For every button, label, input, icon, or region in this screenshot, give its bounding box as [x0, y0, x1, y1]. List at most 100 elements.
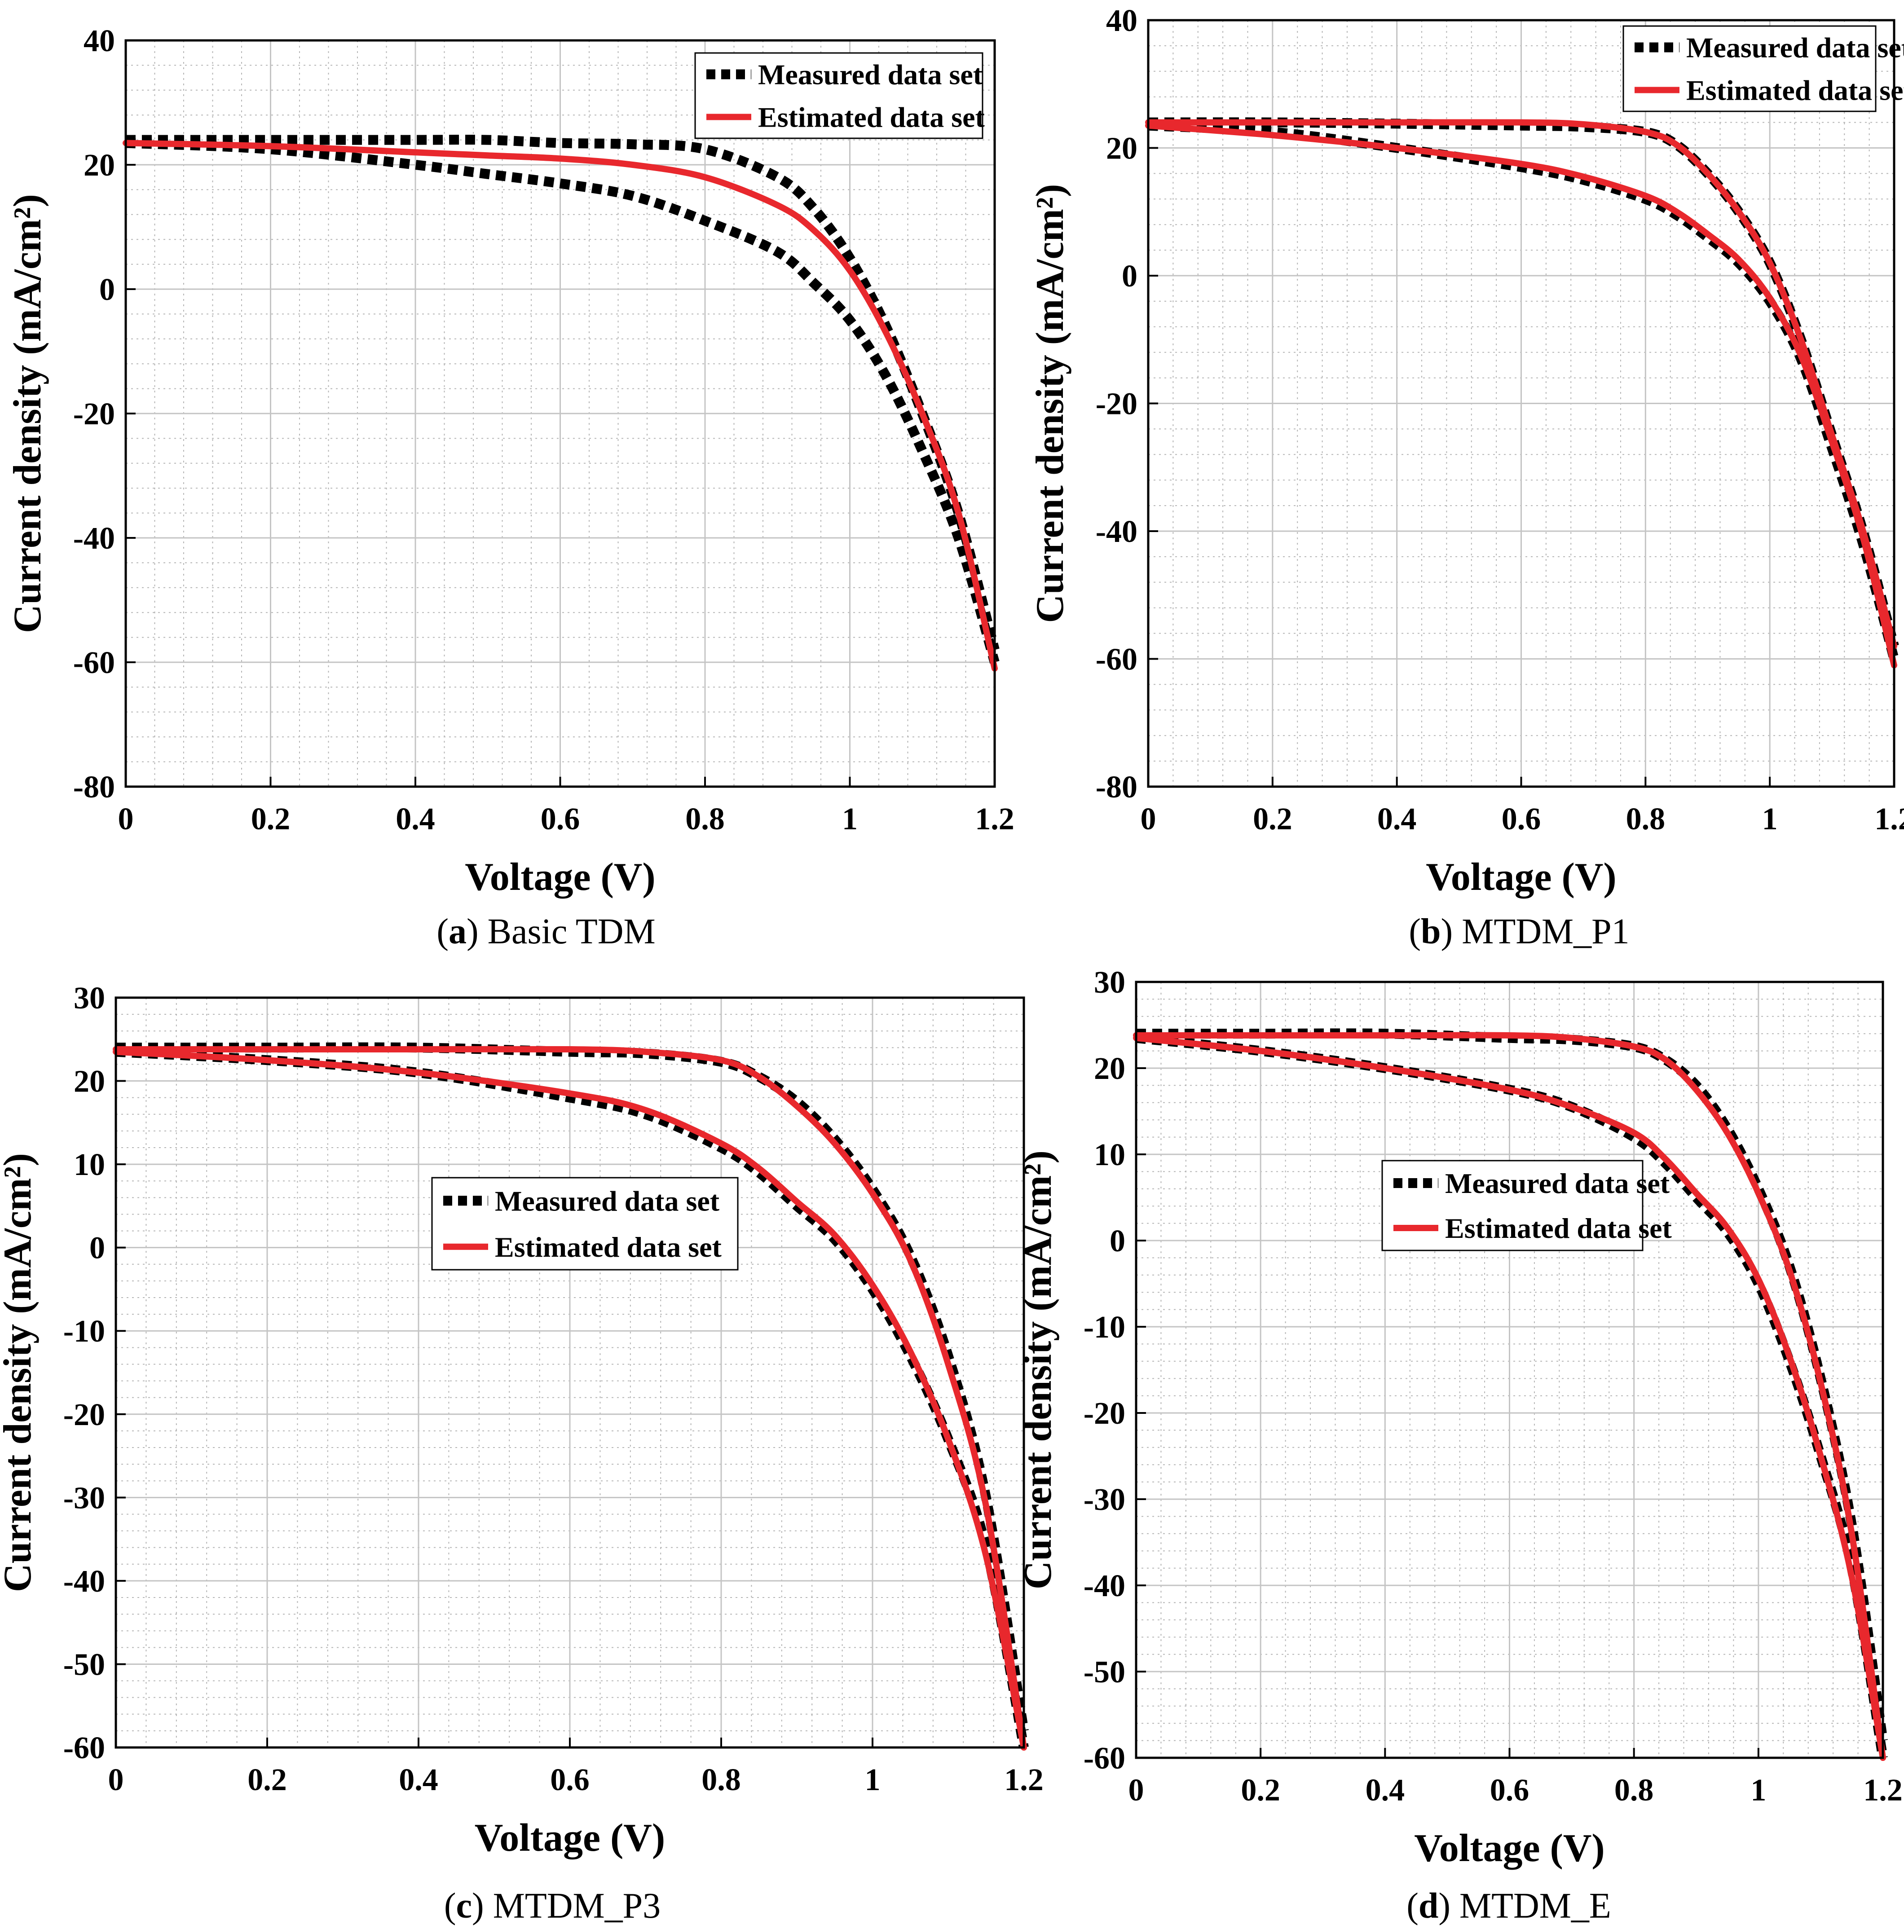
x-axis-title: Voltage (V): [475, 1816, 665, 1860]
x-tick-label: 0.2: [251, 802, 291, 836]
estimated-curve: [1133, 1032, 1886, 1761]
x-tick-label: 1.2: [1863, 1773, 1903, 1808]
x-tick-label: 1: [1750, 1773, 1766, 1808]
series-group: [113, 1042, 1029, 1751]
y-tick-label: 40: [84, 24, 115, 58]
y-tick-label: -80: [1096, 770, 1137, 805]
chart-panel-b: 0 0.2 0.4 0.6 0.8 1 1.2 -80 -60 -40 -20 0 20 40 Voltag…: [1028, 4, 1904, 899]
y-tick-label: -40: [73, 521, 115, 556]
x-tick-label: 0.4: [1366, 1773, 1405, 1808]
legend-label: Measured data set: [495, 1185, 720, 1217]
tick-labels: 0 0.2 0.4 0.6 0.8 1 1.2 -60 -50 -40 -30 -20 -10 0 10 20…: [1084, 965, 1903, 1808]
y-tick-label: -40: [1084, 1569, 1125, 1603]
legend: Measured data set Estimated data set: [431, 1177, 739, 1271]
estimated-curve: [113, 1046, 1027, 1751]
legend-box: [431, 1177, 739, 1271]
y-tick-label: -20: [73, 397, 115, 431]
estimated-curve: [123, 140, 998, 672]
legend-box: [1622, 25, 1877, 112]
x-tick-label: 0.2: [1241, 1773, 1280, 1808]
x-tick-label: 1.2: [1004, 1763, 1044, 1797]
x-tick-label: 0.8: [1614, 1773, 1654, 1808]
caption-letter: a: [448, 912, 467, 951]
y-tick-label: 30: [1094, 965, 1125, 1000]
legend: Measured data set Estimated data set: [694, 52, 985, 139]
estimated-curve: [113, 1048, 1027, 1751]
y-tick-label: 20: [84, 148, 115, 183]
series-group: [123, 135, 1000, 672]
chart-panel-c: 0 0.2 0.4 0.6 0.8 1 1.2 -60 -50 -40 -30 -20 -10 0 10 20…: [0, 981, 1044, 1860]
x-tick-label: 0.2: [247, 1763, 287, 1797]
y-tick-label: 0: [99, 273, 115, 307]
x-tick-label: 0.6: [1490, 1773, 1529, 1808]
y-tick-label: 0: [1122, 259, 1137, 294]
estimated-curve: [1145, 122, 1897, 669]
y-axis-title: Current density (mA/cm²): [0, 1153, 40, 1592]
y-tick-label: -60: [73, 646, 115, 680]
y-tick-label: 10: [74, 1148, 105, 1182]
y-tick-label: -10: [1084, 1310, 1125, 1345]
y-tick-label: -50: [63, 1647, 105, 1682]
y-tick-label: 20: [1094, 1052, 1125, 1086]
caption-text: MTDM_P1: [1462, 912, 1630, 951]
y-tick-label: -40: [63, 1564, 105, 1599]
x-tick-label: 0.6: [550, 1763, 590, 1797]
x-tick-label: 0.8: [701, 1763, 741, 1797]
x-tick-label: 0.4: [1377, 802, 1417, 836]
x-axis-title: Voltage (V): [1414, 1826, 1604, 1870]
caption-text: MTDM_E: [1459, 1886, 1611, 1926]
x-tick-label: 1: [842, 802, 858, 836]
tick-labels: 0 0.2 0.4 0.6 0.8 1 1.2 -80 -60 -40 -20 0 20 40: [73, 24, 1014, 836]
caption-text: Basic TDM: [487, 912, 656, 951]
y-tick-label: 0: [1110, 1224, 1125, 1259]
x-tick-label: 0.8: [1626, 802, 1666, 836]
series-group: [1133, 1028, 1888, 1761]
y-tick-label: 20: [74, 1065, 105, 1099]
x-tick-label: 1.2: [1874, 802, 1904, 836]
legend-label: Measured data set: [758, 59, 983, 91]
y-tick-label: -20: [1084, 1396, 1125, 1431]
legend: Measured data set Estimated data set: [1381, 1160, 1672, 1251]
tick-labels: 0 0.2 0.4 0.6 0.8 1 1.2 -80 -60 -40 -20 0 20 40: [1096, 4, 1904, 836]
tick-labels: 0 0.2 0.4 0.6 0.8 1 1.2 -60 -50 -40 -30 -20 -10 0 10 20…: [63, 981, 1044, 1797]
y-axis-title: Current density (mA/cm²): [1016, 1150, 1060, 1589]
y-tick-label: 30: [74, 981, 105, 1016]
y-tick-label: -80: [73, 770, 115, 805]
x-tick-label: 0: [108, 1763, 124, 1797]
legend: Measured data set Estimated data set: [1622, 25, 1904, 112]
caption-letter: b: [1421, 912, 1441, 951]
y-tick-label: -60: [1096, 643, 1137, 677]
caption-text: MTDM_P3: [493, 1886, 661, 1926]
x-tick-label: 0.4: [396, 802, 435, 836]
y-tick-label: -50: [1084, 1655, 1125, 1690]
x-tick-label: 1: [865, 1763, 881, 1797]
y-tick-label: -20: [1096, 387, 1137, 422]
caption-letter: c: [456, 1886, 472, 1926]
chart-panel-a: 0 0.2 0.4 0.6 0.8 1 1.2 -80 -60 -40 -20 0 20 40 Voltag…: [6, 24, 1014, 899]
measured-curve: [125, 138, 1000, 664]
x-tick-label: 0.2: [1253, 802, 1292, 836]
legend-label: Estimated data set: [495, 1231, 722, 1263]
caption-a: (a) Basic TDM: [436, 912, 656, 951]
y-tick-label: -30: [63, 1481, 105, 1515]
caption-letter: d: [1418, 1886, 1439, 1926]
y-tick-label: -10: [63, 1314, 105, 1349]
y-tick-label: -60: [1084, 1741, 1125, 1776]
y-tick-label: -20: [63, 1398, 105, 1432]
y-tick-label: 40: [1106, 4, 1137, 38]
y-tick-label: -30: [1084, 1483, 1125, 1517]
y-tick-label: 20: [1106, 132, 1137, 166]
legend-box: [694, 52, 983, 139]
x-tick-label: 0: [1128, 1773, 1144, 1808]
series-group: [1145, 117, 1899, 669]
x-axis-title: Voltage (V): [465, 855, 655, 899]
legend-box: [1381, 1160, 1644, 1251]
x-tick-label: 1: [1762, 802, 1778, 836]
y-tick-label: 0: [89, 1231, 105, 1266]
legend-label: Measured data set: [1445, 1167, 1670, 1199]
caption-d: (d) MTDM_E: [1406, 1886, 1611, 1926]
legend-label: Estimated data set: [1445, 1212, 1672, 1244]
y-axis-title: Current density (mA/cm²): [6, 194, 49, 633]
caption-c: (c) MTDM_P3: [444, 1886, 661, 1926]
